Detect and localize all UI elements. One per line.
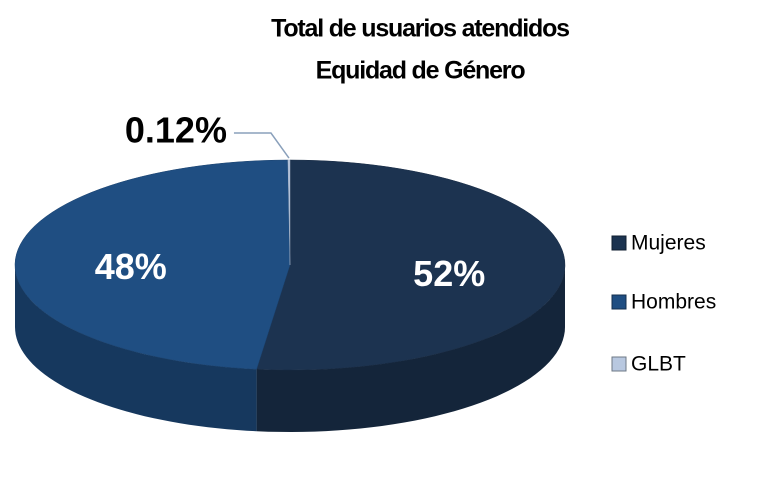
slice: [14, 159, 291, 370]
chart-title: Total de usuarios atendidos: [271, 15, 569, 43]
legend-label: GLBT: [631, 353, 686, 376]
leader-line: [233, 132, 290, 159]
slice-side: [256, 265, 565, 432]
legend-swatch: [611, 294, 627, 310]
data-label: 48%: [95, 246, 167, 287]
legend-label: Hombres: [631, 291, 716, 314]
data-label: 0.12%: [125, 110, 227, 151]
legend-label: Mujeres: [631, 232, 706, 255]
legend-swatch: [611, 235, 627, 251]
slice: [287, 159, 291, 266]
data-label: 52%: [413, 253, 485, 294]
slice-side: [15, 265, 257, 432]
slice: [256, 159, 566, 371]
legend-swatch: [611, 356, 627, 372]
chart-subtitle: Equidad de Género: [316, 57, 526, 85]
